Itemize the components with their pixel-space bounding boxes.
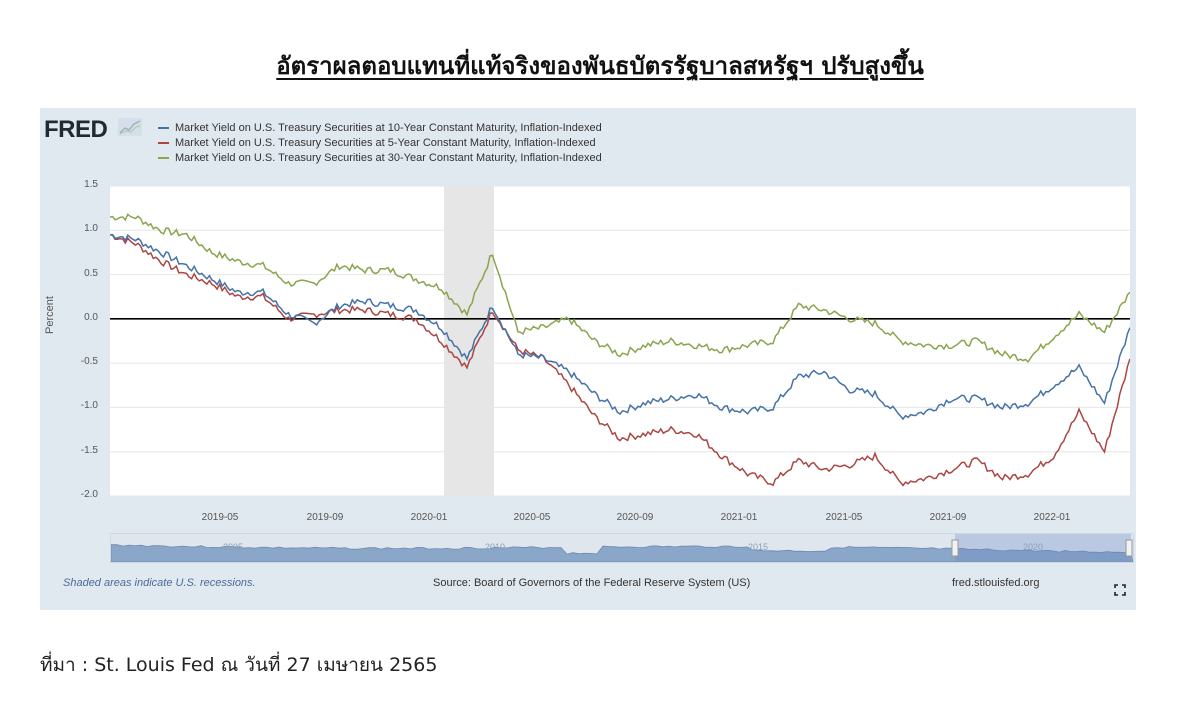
- y-axis-title: Percent: [44, 296, 56, 334]
- legend-item[interactable]: Market Yield on U.S. Treasury Securities…: [158, 135, 602, 150]
- y-tick-label: -0.5: [80, 356, 98, 368]
- chart-legend: Market Yield on U.S. Treasury Securities…: [158, 120, 602, 165]
- fred-chart-panel: FRED Market Yield on U.S. Treasury Secur…: [40, 108, 1136, 610]
- navigator-label: 2020: [1023, 542, 1044, 552]
- navigator-label: 2015: [748, 542, 769, 552]
- x-tick-label: 2020-01: [410, 512, 448, 523]
- source-caption: ที่มา : St. Louis Fed ณ วันที่ 27 เมษายน…: [40, 654, 438, 676]
- series-line[interactable]: [109, 213, 1131, 364]
- legend-label: Market Yield on U.S. Treasury Securities…: [175, 136, 596, 149]
- y-tick-label: 0.5: [84, 267, 98, 279]
- plot-area[interactable]: [109, 185, 1131, 497]
- x-tick-label: 2021-05: [825, 512, 863, 523]
- y-tick-label: 1.5: [84, 179, 98, 190]
- x-tick-label: 2020-09: [616, 512, 654, 523]
- source-note: Source: Board of Governors of the Federa…: [433, 577, 751, 589]
- fred-url-link[interactable]: fred.stlouisfed.org: [952, 577, 1040, 589]
- chart-line-icon: [118, 118, 142, 136]
- legend-swatch: [158, 126, 169, 129]
- navigator-handle[interactable]: [1125, 539, 1133, 557]
- navigator-label: 2005: [223, 542, 244, 552]
- range-navigator[interactable]: 2005 2010 2015 2020: [110, 533, 1134, 563]
- legend-swatch: [158, 156, 169, 159]
- x-tick-label: 2020-05: [513, 512, 551, 523]
- x-tick-label: 2021-01: [720, 512, 758, 523]
- page-title: อัตราผลตอบแทนที่แท้จริงของพันธบัตรรัฐบาล…: [276, 52, 924, 80]
- legend-item[interactable]: Market Yield on U.S. Treasury Securities…: [158, 150, 602, 165]
- navigator-sparkline: [110, 534, 1134, 563]
- recession-note: Shaded areas indicate U.S. recessions.: [63, 577, 256, 589]
- y-tick-label: -1.5: [80, 444, 98, 456]
- navigator-area: [110, 544, 1134, 563]
- legend-label: Market Yield on U.S. Treasury Securities…: [175, 151, 602, 164]
- line-chart: [109, 185, 1131, 497]
- series-line[interactable]: [109, 234, 1131, 487]
- x-tick-label: 2022-01: [1033, 512, 1071, 523]
- legend-swatch: [158, 141, 169, 144]
- legend-item[interactable]: Market Yield on U.S. Treasury Securities…: [158, 120, 602, 135]
- y-tick-label: 1.0: [84, 223, 98, 235]
- y-tick-label: 0.0: [84, 311, 98, 323]
- fullscreen-icon[interactable]: [1114, 584, 1126, 596]
- y-tick-label: -2.0: [80, 489, 98, 500]
- y-tick-label: -1.0: [80, 400, 98, 412]
- x-tick-label: 2021-09: [929, 512, 967, 523]
- x-tick-label: 2019-05: [201, 512, 239, 523]
- fred-logo[interactable]: FRED: [44, 116, 108, 143]
- navigator-label: 2010: [485, 542, 506, 552]
- navigator-selection[interactable]: [955, 534, 1131, 562]
- legend-label: Market Yield on U.S. Treasury Securities…: [175, 121, 602, 134]
- x-tick-label: 2019-09: [306, 512, 344, 523]
- navigator-handle[interactable]: [951, 539, 959, 557]
- series-line[interactable]: [109, 233, 1131, 421]
